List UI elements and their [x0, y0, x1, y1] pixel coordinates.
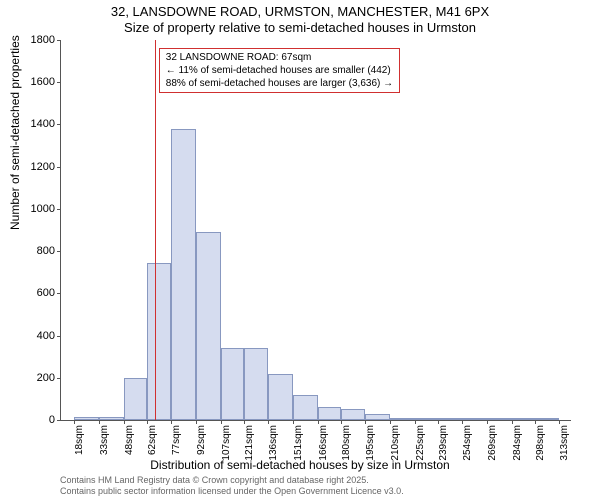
histogram-bar	[512, 418, 535, 420]
x-tick-label: 121sqm	[244, 425, 255, 461]
x-tick-label: 254sqm	[462, 425, 473, 461]
y-tick-mark	[57, 336, 61, 337]
x-tick-mark	[415, 420, 416, 424]
x-tick-mark	[268, 420, 269, 424]
x-tick-mark	[318, 420, 319, 424]
y-tick-mark	[57, 167, 61, 168]
x-tick-label: 195sqm	[365, 425, 376, 461]
annotation-line1: 32 LANSDOWNE ROAD: 67sqm	[166, 51, 393, 64]
histogram-bar	[244, 348, 269, 420]
histogram-bar	[365, 414, 390, 420]
histogram-bar	[341, 409, 366, 420]
histogram-bar	[74, 417, 99, 420]
x-tick-mark	[221, 420, 222, 424]
y-tick-mark	[57, 82, 61, 83]
x-tick-label: 313sqm	[559, 425, 570, 461]
histogram-bar	[221, 348, 244, 420]
y-tick-mark	[57, 420, 61, 421]
footer-line2: Contains public sector information licen…	[60, 486, 404, 497]
histogram-bar	[415, 418, 438, 420]
chart-title-sub: Size of property relative to semi-detach…	[0, 20, 600, 35]
x-tick-mark	[244, 420, 245, 424]
x-tick-mark	[365, 420, 366, 424]
x-tick-label: 180sqm	[341, 425, 352, 461]
histogram-bar	[438, 418, 463, 420]
y-tick-mark	[57, 124, 61, 125]
x-tick-label: 18sqm	[74, 425, 85, 455]
x-tick-label: 298sqm	[535, 425, 546, 461]
histogram-bar	[124, 378, 147, 420]
histogram-bar	[147, 263, 172, 420]
x-tick-mark	[462, 420, 463, 424]
x-tick-mark	[99, 420, 100, 424]
x-tick-label: 166sqm	[318, 425, 329, 461]
property-marker-line	[155, 40, 156, 420]
x-tick-mark	[293, 420, 294, 424]
annotation-line2: ← 11% of semi-detached houses are smalle…	[166, 64, 393, 77]
x-tick-label: 225sqm	[415, 425, 426, 461]
x-tick-label: 239sqm	[438, 425, 449, 461]
x-tick-mark	[196, 420, 197, 424]
histogram-bar	[462, 418, 487, 420]
annotation-callout: 32 LANSDOWNE ROAD: 67sqm ← 11% of semi-d…	[159, 48, 400, 93]
histogram-bar	[171, 129, 196, 420]
x-tick-mark	[487, 420, 488, 424]
x-tick-mark	[341, 420, 342, 424]
x-tick-label: 269sqm	[487, 425, 498, 461]
annotation-line3: 88% of semi-detached houses are larger (…	[166, 77, 393, 90]
x-tick-label: 77sqm	[171, 425, 182, 455]
x-tick-label: 62sqm	[147, 425, 158, 455]
footer-line1: Contains HM Land Registry data © Crown c…	[60, 475, 404, 486]
x-tick-label: 92sqm	[196, 425, 207, 455]
histogram-bar	[99, 417, 124, 420]
x-axis-label: Distribution of semi-detached houses by …	[0, 458, 600, 472]
y-tick-mark	[57, 293, 61, 294]
x-tick-mark	[147, 420, 148, 424]
histogram-bar	[196, 232, 221, 420]
histogram-bar	[487, 418, 512, 420]
x-tick-label: 33sqm	[99, 425, 110, 455]
chart-plot-area: 32 LANSDOWNE ROAD: 67sqm ← 11% of semi-d…	[60, 40, 571, 421]
histogram-bar	[535, 418, 560, 420]
x-tick-label: 151sqm	[293, 425, 304, 461]
x-tick-mark	[124, 420, 125, 424]
y-tick-mark	[57, 209, 61, 210]
footer-attribution: Contains HM Land Registry data © Crown c…	[60, 475, 404, 497]
x-tick-mark	[559, 420, 560, 424]
x-tick-mark	[171, 420, 172, 424]
y-tick-mark	[57, 378, 61, 379]
histogram-bar	[318, 407, 341, 420]
x-tick-label: 284sqm	[512, 425, 523, 461]
y-axis-label: Number of semi-detached properties	[8, 35, 22, 230]
x-tick-label: 48sqm	[124, 425, 135, 455]
x-tick-mark	[512, 420, 513, 424]
x-tick-mark	[390, 420, 391, 424]
x-tick-mark	[535, 420, 536, 424]
x-tick-mark	[74, 420, 75, 424]
x-tick-mark	[438, 420, 439, 424]
chart-title-main: 32, LANSDOWNE ROAD, URMSTON, MANCHESTER,…	[0, 4, 600, 19]
histogram-bar	[268, 374, 293, 420]
x-tick-label: 107sqm	[221, 425, 232, 461]
x-tick-label: 210sqm	[390, 425, 401, 461]
x-tick-label: 136sqm	[268, 425, 279, 461]
histogram-bar	[293, 395, 318, 420]
y-tick-mark	[57, 40, 61, 41]
y-tick-mark	[57, 251, 61, 252]
histogram-bar	[390, 418, 415, 420]
